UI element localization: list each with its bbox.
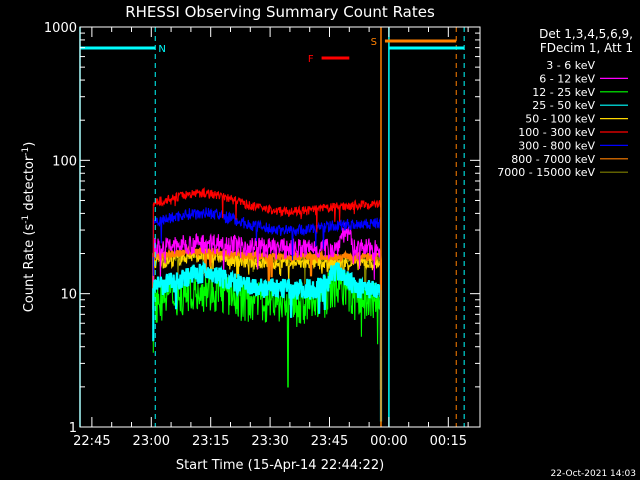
legend-label: 3 - 6 keV [546,59,595,72]
y-axis-label: Count Rate (s-1 detector-1) [21,142,37,313]
flag-letter: S [371,37,377,48]
y-axis-label-main: Count Rate (s [22,224,37,313]
legend-label: 100 - 300 keV [518,126,595,139]
x-tick-label: 00:15 [430,434,467,449]
y-tick-label: 10 [60,288,77,303]
timestamp: 22-Oct-2021 14:03 [551,469,636,479]
y-axis-label-end: ) [22,142,37,147]
y-tick-label: 100 [52,154,77,169]
legend-label: 12 - 25 keV [532,86,595,99]
y-axis-label-sup1: -1 [21,215,31,224]
x-tick-label: 23:00 [133,434,170,449]
x-tick-label: 23:30 [251,434,288,449]
series-line [152,260,383,422]
series-line-3-6kev [152,124,382,186]
plot-frame [79,26,481,428]
y-axis-label-mid: detector [22,155,37,215]
y-tick-label: 1 [69,421,77,436]
flag-letter: F [308,54,314,65]
x-tick-label: 00:00 [370,434,407,449]
series-line [152,187,382,338]
legend-label: 800 - 7000 keV [511,153,595,166]
legend-label: 7000 - 15000 keV [497,166,595,179]
legend-label: 300 - 800 keV [518,139,595,152]
series-line [152,266,382,425]
flag-letter: N [158,44,165,55]
y-axis: 1 10 100 1000 [44,21,480,436]
series-line [152,222,382,382]
x-tick-label: 23:45 [311,434,348,449]
legend: Det 1,3,4,5,6,9, FDecim 1, Att 1 3 - 6 k… [497,27,633,179]
x-tick-label: 23:15 [192,434,229,449]
legend-header-line-2: FDecim 1, Att 1 [540,41,633,55]
legend-label: 6 - 12 keV [539,72,595,85]
x-axis: 22:45 23:00 23:15 23:30 23:45 00:00 00:15 [73,27,469,449]
y-tick-label: 1000 [44,21,77,36]
y-axis-label-sup2: -1 [21,147,31,156]
series-line [152,207,382,357]
x-axis-label: Start Time (15-Apr-14 22:44:22) [176,458,384,473]
legend-label: 25 - 50 keV [532,99,595,112]
legend-header-line-1: Det 1,3,4,5,6,9, [539,27,633,41]
x-tick-label: 22:45 [73,434,110,449]
chart-title: RHESSI Observing Summary Count Rates [125,3,435,21]
legend-label: 50 - 100 keV [525,113,595,126]
